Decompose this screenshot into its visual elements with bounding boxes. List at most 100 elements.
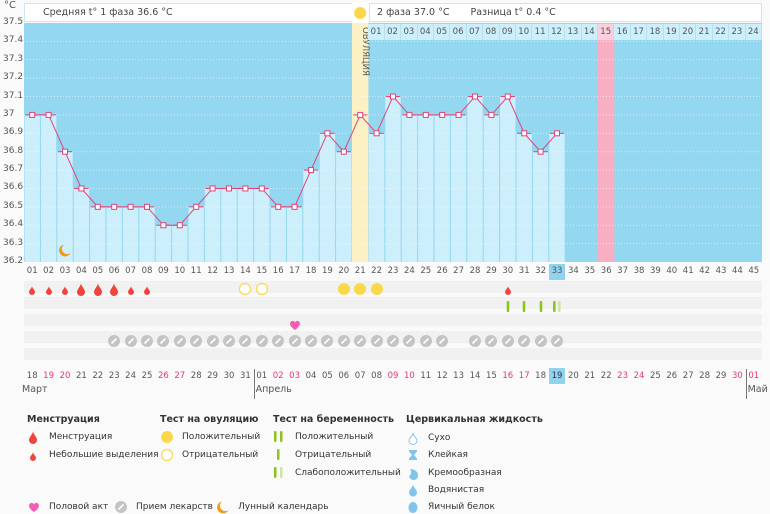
pill-icon[interactable]	[534, 333, 548, 347]
pill-icon[interactable]	[517, 333, 531, 347]
temperature-point	[160, 222, 167, 229]
filled-circle-icon[interactable]	[353, 281, 367, 295]
cycle-day-label: 40	[666, 266, 678, 276]
cycle-day-label: 26	[436, 266, 448, 276]
pill-icon[interactable]	[222, 333, 236, 347]
blood-drop-icon[interactable]	[92, 281, 104, 296]
small-drop-icon[interactable]	[43, 281, 55, 295]
legend-menstruation-title: Менструация	[27, 414, 100, 425]
small-drop-icon[interactable]	[141, 281, 153, 295]
temperature-bar	[106, 206, 122, 262]
legend-intercourse: Половой акт	[27, 500, 108, 514]
cycle-day-label: 35	[584, 266, 596, 276]
luteal-day-label: 05	[434, 24, 451, 40]
calendar-date: 30	[731, 371, 743, 381]
pill-icon[interactable]	[255, 333, 269, 347]
temperature-point	[439, 111, 446, 118]
pill-icon[interactable]	[468, 333, 482, 347]
cycle-day-label: 32	[535, 266, 546, 276]
legend-menstruation: Менструация	[27, 430, 112, 444]
luteal-day-label: 06	[450, 24, 467, 40]
small-drop-icon[interactable]	[125, 281, 137, 295]
cycle-day-label: 43	[715, 266, 727, 276]
y-tick-label: 36.6	[3, 182, 24, 193]
pill-icon[interactable]	[304, 333, 318, 347]
y-tick-label: 37.5	[3, 17, 24, 27]
cycle-day-label: 06	[108, 266, 120, 276]
pill-icon[interactable]	[238, 333, 252, 347]
outline-drop-icon	[406, 431, 422, 445]
empty-circle-icon[interactable]	[238, 281, 252, 296]
calendar-date: 21	[75, 371, 87, 381]
pill-icon[interactable]	[140, 333, 154, 347]
pill-icon[interactable]	[402, 333, 416, 347]
marker-row-background	[24, 297, 762, 309]
filled-circle-icon[interactable]	[370, 281, 384, 295]
heart-icon[interactable]	[288, 316, 302, 330]
blood-drop-icon[interactable]	[75, 281, 87, 296]
pill-icon[interactable]	[124, 333, 138, 347]
single-strip-icon[interactable]	[536, 298, 546, 312]
pill-icon[interactable]	[353, 333, 367, 347]
pill-icon[interactable]	[419, 333, 433, 347]
cycle-day-label: 22	[371, 266, 382, 276]
pill-icon[interactable]	[386, 333, 400, 347]
legend-pregnancy-title: Тест на беременность	[273, 414, 394, 425]
filled-circle-icon[interactable]	[337, 281, 351, 295]
pill-icon[interactable]	[107, 333, 121, 347]
calendar-date: 08	[371, 371, 382, 381]
single-strip-icon[interactable]	[519, 298, 529, 312]
single-strip-icon[interactable]	[503, 298, 513, 312]
pill-icon[interactable]	[484, 333, 498, 347]
y-tick-label: 36.3	[3, 237, 24, 248]
luteal-day-label: 22	[712, 24, 730, 40]
temperature-point	[94, 203, 101, 210]
pill-icon[interactable]	[173, 333, 187, 347]
pill-icon[interactable]	[206, 333, 220, 347]
empty-circle-icon[interactable]	[255, 281, 269, 296]
temperature-point	[406, 111, 413, 118]
calendar-date: 09	[387, 371, 399, 381]
pill-icon[interactable]	[271, 333, 285, 347]
calendar-date: 24	[125, 371, 136, 381]
small-drop-icon[interactable]	[502, 281, 514, 295]
pill-icon[interactable]	[501, 333, 515, 347]
temperature-point	[275, 203, 282, 210]
pill-icon[interactable]	[189, 333, 203, 347]
pill-icon[interactable]	[320, 333, 334, 347]
ovulation-label: ОВУЛЯЦИЯ	[360, 27, 370, 76]
luteal-day-label: 23	[729, 24, 746, 40]
temperature-point	[308, 167, 314, 174]
legend-cervical-dry: Сухо	[406, 431, 450, 445]
luteal-day-label: 16	[614, 24, 631, 40]
y-tick-label: 36.5	[3, 200, 24, 211]
creamy-drop-icon	[406, 466, 422, 481]
temperature-bar	[549, 133, 565, 262]
legend-ovulation-title: Тест на овуляцию	[160, 414, 259, 425]
calendar-date: 20	[567, 371, 579, 381]
luteal-day-label: 07	[466, 24, 484, 40]
pill-icon[interactable]	[435, 333, 449, 347]
temperature-point	[390, 93, 396, 100]
temperature-chart: ОВУЛЯЦИЯ	[24, 3, 762, 263]
calendar-date: 25	[141, 371, 153, 381]
luteal-day-label: 10	[516, 24, 533, 40]
pill-icon[interactable]	[337, 333, 351, 347]
ovulation-column	[352, 3, 369, 262]
calendar-date: 25	[649, 371, 661, 381]
calendar-date: 29	[715, 371, 727, 381]
small-drop-icon[interactable]	[59, 281, 71, 295]
y-tick-label: 36.9	[3, 127, 24, 138]
temperature-point	[537, 148, 544, 155]
weak-strip-icon[interactable]	[551, 298, 563, 312]
egg-icon	[406, 500, 422, 514]
small-drop-icon[interactable]	[26, 281, 38, 295]
pill-icon[interactable]	[550, 333, 564, 347]
pill-icon[interactable]	[156, 333, 170, 347]
blood-drop-icon[interactable]	[108, 281, 120, 296]
pill-icon[interactable]	[370, 333, 384, 347]
calendar-date: 18	[535, 371, 546, 381]
calendar-date: 28	[699, 371, 710, 381]
pill-icon[interactable]	[288, 333, 302, 347]
cycle-day-label: 37	[617, 266, 628, 276]
